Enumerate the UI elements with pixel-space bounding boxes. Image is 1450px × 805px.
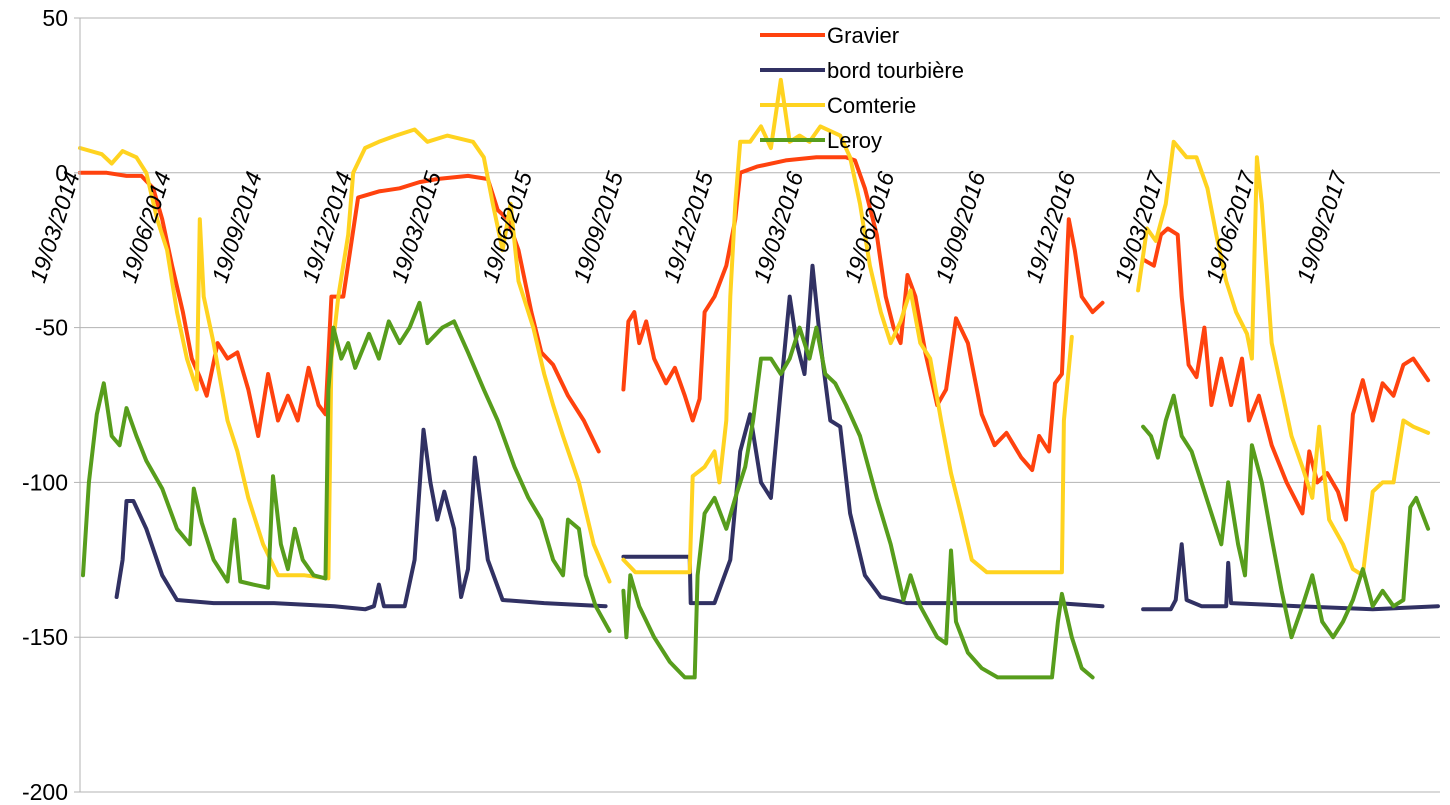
y-tick-label: -100 [22,469,68,495]
legend-label: Gravier [827,23,899,48]
y-tick-label: -50 [35,315,68,341]
legend-label: bord tourbière [827,58,964,83]
x-tick-label: 19/03/2016 [748,168,808,286]
x-tick-label: 19/06/2017 [1200,167,1261,286]
x-tick-label: 19/06/2015 [477,168,537,286]
y-tick-label: 0 [55,160,68,186]
series-line-comterie [1136,139,1431,578]
series-line-leroy [621,325,1095,680]
series-line-bord-tourbi-re [114,427,608,612]
y-tick-label: -200 [22,779,68,805]
y-tick-label: 50 [42,5,68,31]
x-tick-label: 19/12/2015 [658,168,718,286]
series-line-gravier [621,155,1105,472]
series-line-leroy [81,300,612,633]
series-lines [78,77,1440,680]
series-line-leroy [1141,393,1431,640]
series-line-bord-tourbi-re [621,263,1105,609]
x-tick-label: 19/06/2016 [839,168,899,286]
x-tick-label: 19/09/2017 [1291,167,1352,286]
legend-label: Leroy [827,128,882,153]
y-tick-labels: 50 0 -50 -100 -150 -200 [22,5,68,805]
legend-label: Comterie [827,93,916,118]
x-tick-labels: 19/03/2014 19/06/2014 19/09/2014 19/12/2014… [24,167,1352,286]
legend: Gravier bord tourbière Comterie Leroy [760,23,964,153]
gridlines [80,17,1440,793]
x-tick-label: 19/09/2016 [930,168,990,286]
series-line-comterie [621,77,1074,575]
x-tick-label: 19/09/2015 [568,168,628,286]
x-tick-label: 19/09/2014 [207,168,267,286]
x-tick-label: 19/06/2014 [116,168,176,286]
series-line-bord-tourbi-re [1141,542,1440,612]
x-tick-label: 19/03/2014 [24,168,84,286]
x-tick-label: 19/03/2015 [386,168,446,286]
axes [74,17,81,793]
y-tick-label: -150 [22,624,68,650]
series-line-gravier [1141,226,1431,522]
